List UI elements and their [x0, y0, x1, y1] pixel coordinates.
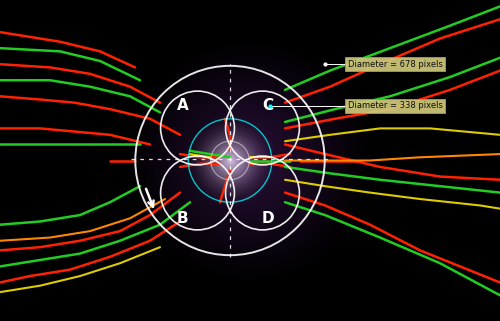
Text: D: D	[261, 211, 274, 226]
Text: B: B	[176, 211, 188, 226]
Text: Diameter = 338 pixels: Diameter = 338 pixels	[348, 101, 442, 110]
Text: A: A	[176, 99, 188, 113]
Text: C: C	[262, 99, 273, 113]
Text: Diameter = 678 pixels: Diameter = 678 pixels	[348, 60, 442, 69]
